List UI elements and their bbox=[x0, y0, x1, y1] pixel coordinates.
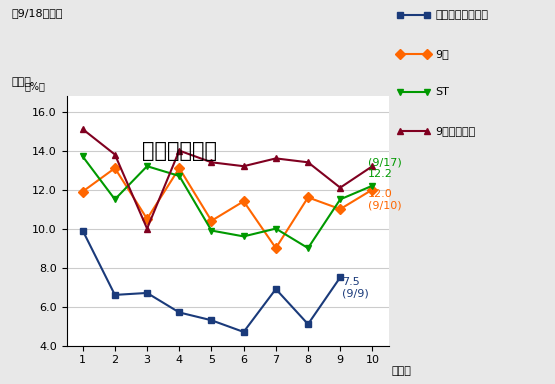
Text: 警察系ドラマ: 警察系ドラマ bbox=[142, 141, 217, 161]
Text: 9係（前作）: 9係（前作） bbox=[436, 126, 476, 136]
Text: 12.0
(9/10): 12.0 (9/10) bbox=[367, 189, 401, 210]
Text: 東京スカーレット: 東京スカーレット bbox=[436, 10, 488, 20]
Text: 7.5
(9/9): 7.5 (9/9) bbox=[342, 277, 369, 299]
Text: ST: ST bbox=[436, 87, 450, 97]
Text: （回）: （回） bbox=[392, 366, 412, 376]
Text: (9/17)
12.2: (9/17) 12.2 bbox=[367, 157, 401, 179]
Text: （%）: （%） bbox=[25, 81, 46, 91]
Text: 視聴率: 視聴率 bbox=[11, 77, 31, 87]
Text: （9/18更新）: （9/18更新） bbox=[11, 8, 63, 18]
Text: 9係: 9係 bbox=[436, 49, 450, 59]
